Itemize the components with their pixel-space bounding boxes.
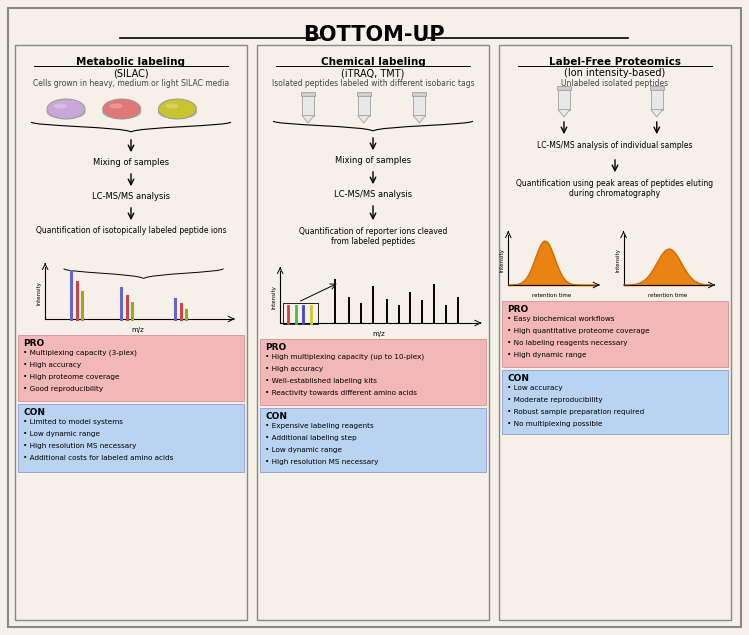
Text: Quantification using peak areas of peptides eluting
during chromatography: Quantification using peak areas of pepti… (517, 179, 714, 198)
Text: Intensity: Intensity (615, 248, 620, 272)
Text: Intensity: Intensity (37, 281, 42, 305)
Text: • Expensive labeling reagents: • Expensive labeling reagents (265, 423, 374, 429)
Ellipse shape (47, 99, 85, 119)
FancyBboxPatch shape (499, 45, 731, 620)
Text: • Easy biochemical workflows: • Easy biochemical workflows (507, 316, 614, 322)
Text: BOTTOM-UP: BOTTOM-UP (303, 25, 445, 45)
Ellipse shape (54, 104, 67, 109)
Text: • Well-established labeling kits: • Well-established labeling kits (265, 378, 377, 384)
FancyBboxPatch shape (8, 8, 741, 627)
Polygon shape (358, 116, 370, 123)
FancyBboxPatch shape (413, 93, 426, 96)
FancyBboxPatch shape (358, 96, 370, 116)
Text: • Low accuracy: • Low accuracy (507, 385, 562, 391)
Text: • Good reproducibility: • Good reproducibility (23, 386, 103, 392)
Text: Label-Free Proteomics: Label-Free Proteomics (549, 57, 681, 67)
Text: Metabolic labeling: Metabolic labeling (76, 57, 186, 67)
Ellipse shape (103, 105, 141, 119)
Text: m/z: m/z (372, 331, 385, 337)
Text: • Reactivity towards different amino acids: • Reactivity towards different amino aci… (265, 390, 417, 396)
Text: LC-MS/MS analysis of individual samples: LC-MS/MS analysis of individual samples (537, 141, 693, 150)
Text: LC-MS/MS analysis: LC-MS/MS analysis (92, 192, 170, 201)
FancyBboxPatch shape (650, 86, 664, 90)
Text: CON: CON (507, 374, 529, 383)
Text: • High accuracy: • High accuracy (265, 366, 323, 372)
FancyBboxPatch shape (357, 93, 371, 96)
Ellipse shape (158, 99, 196, 119)
FancyBboxPatch shape (413, 96, 425, 116)
Text: LC-MS/MS analysis: LC-MS/MS analysis (334, 190, 412, 199)
Text: PRO: PRO (265, 343, 286, 352)
Polygon shape (302, 116, 314, 123)
Text: • High accuracy: • High accuracy (23, 362, 81, 368)
Text: Mixing of samples: Mixing of samples (93, 158, 169, 167)
FancyBboxPatch shape (558, 90, 570, 109)
Ellipse shape (109, 104, 123, 109)
Text: Quantification of isotopically labeled peptide ions: Quantification of isotopically labeled p… (36, 226, 226, 235)
Ellipse shape (165, 104, 178, 109)
Ellipse shape (103, 99, 141, 119)
Text: Quantification of reporter ions cleaved
from labeled peptides: Quantification of reporter ions cleaved … (299, 227, 447, 246)
Ellipse shape (47, 105, 85, 119)
FancyBboxPatch shape (557, 86, 571, 90)
FancyBboxPatch shape (260, 408, 486, 472)
Text: • Multiplexing capacity (3-plex): • Multiplexing capacity (3-plex) (23, 350, 137, 356)
FancyBboxPatch shape (502, 301, 728, 367)
Text: Intensity: Intensity (272, 285, 276, 309)
FancyBboxPatch shape (18, 404, 244, 472)
Polygon shape (558, 109, 570, 117)
Text: PRO: PRO (507, 305, 528, 314)
Text: • High quantitative proteome coverage: • High quantitative proteome coverage (507, 328, 649, 334)
FancyBboxPatch shape (502, 370, 728, 434)
FancyBboxPatch shape (301, 93, 315, 96)
Text: Mixing of samples: Mixing of samples (335, 156, 411, 165)
Text: retention time: retention time (648, 293, 687, 298)
Text: • Moderate reproducibility: • Moderate reproducibility (507, 397, 603, 403)
FancyBboxPatch shape (15, 45, 247, 620)
Text: • High proteome coverage: • High proteome coverage (23, 374, 120, 380)
Text: PRO: PRO (23, 339, 44, 348)
Text: retention time: retention time (533, 293, 571, 298)
Text: • No multiplexing possible: • No multiplexing possible (507, 421, 602, 427)
Ellipse shape (158, 105, 196, 119)
Text: • High multiplexing capacity (up to 10-plex): • High multiplexing capacity (up to 10-p… (265, 354, 424, 361)
Text: Isolated peptides labeled with different isobaric tags: Isolated peptides labeled with different… (272, 79, 474, 88)
Text: • No labeling reagents necessary: • No labeling reagents necessary (507, 340, 628, 346)
Text: • High resolution MS necessary: • High resolution MS necessary (265, 459, 378, 465)
FancyBboxPatch shape (302, 96, 314, 116)
Text: CON: CON (23, 408, 45, 417)
Text: (iTRAQ, TMT): (iTRAQ, TMT) (342, 68, 404, 78)
Text: CON: CON (265, 412, 287, 421)
Text: Unlabeled isolated peptides: Unlabeled isolated peptides (562, 79, 669, 88)
Text: m/z: m/z (132, 327, 145, 333)
FancyBboxPatch shape (651, 90, 663, 109)
Text: Chemical labeling: Chemical labeling (321, 57, 425, 67)
Polygon shape (651, 109, 663, 117)
FancyBboxPatch shape (18, 335, 244, 401)
Text: • High dynamic range: • High dynamic range (507, 352, 586, 358)
Text: (Ion intensity-based): (Ion intensity-based) (565, 68, 666, 78)
Text: (SILAC): (SILAC) (113, 68, 149, 78)
Text: • Additional costs for labeled amino acids: • Additional costs for labeled amino aci… (23, 455, 173, 461)
Text: • Low dynamic range: • Low dynamic range (265, 447, 342, 453)
Text: • Robust sample preparation required: • Robust sample preparation required (507, 409, 644, 415)
Text: • Limited to model systems: • Limited to model systems (23, 419, 123, 425)
Text: • Additional labeling step: • Additional labeling step (265, 435, 357, 441)
FancyBboxPatch shape (257, 45, 489, 620)
Text: • Low dynamic range: • Low dynamic range (23, 431, 100, 437)
Text: • High resolution MS necessary: • High resolution MS necessary (23, 443, 136, 449)
Text: Cells grown in heavy, medium or light SILAC media: Cells grown in heavy, medium or light SI… (33, 79, 229, 88)
FancyBboxPatch shape (260, 339, 486, 405)
Text: Intensity: Intensity (500, 248, 505, 272)
Polygon shape (413, 116, 425, 123)
